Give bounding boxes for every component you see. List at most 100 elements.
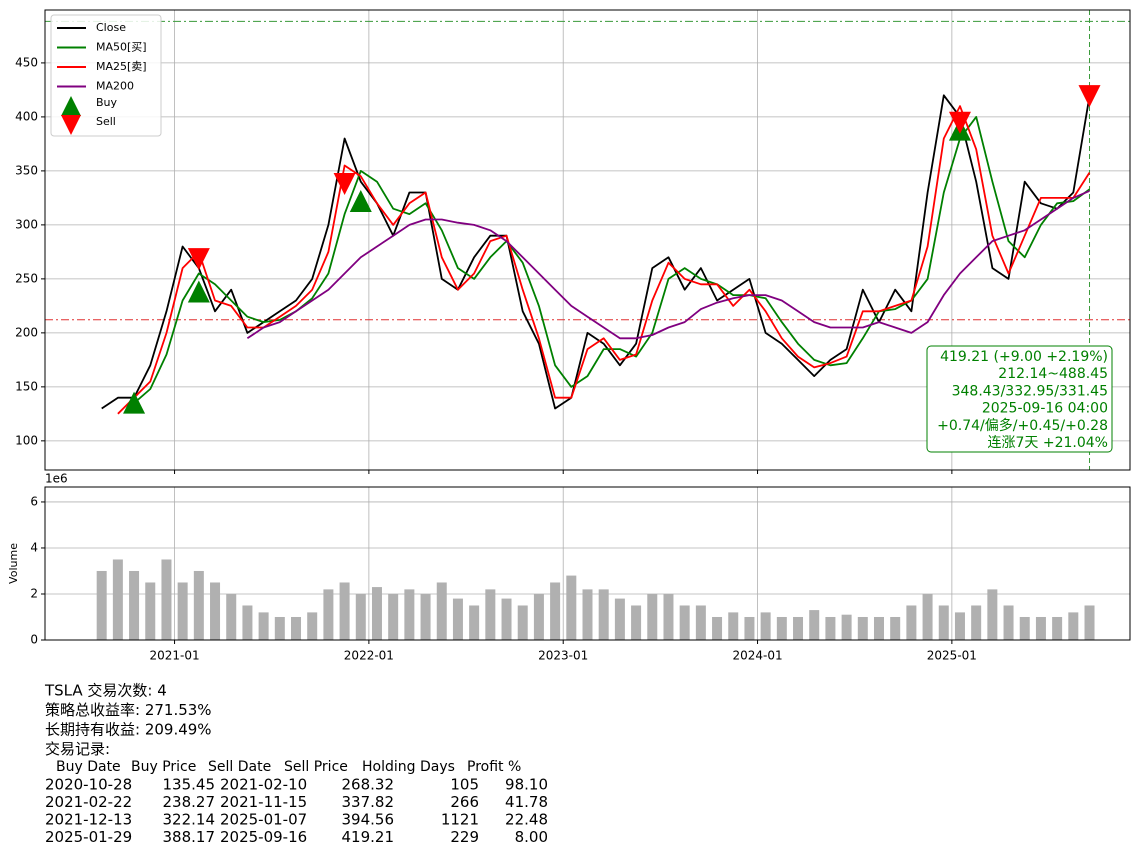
volume-bar (744, 616, 755, 640)
trade-marker (187, 280, 210, 303)
table-cell: 2021-12-13 (45, 811, 132, 829)
report-line: 策略总收益率: 271.53% (45, 701, 212, 719)
y-axis-label: Volume (7, 543, 20, 584)
volume-bar (339, 582, 350, 640)
table-cell: 2025-01-07 (220, 811, 307, 829)
y-tick-label: 400 (15, 109, 38, 123)
volume-bar (631, 605, 642, 640)
plot-frame (44, 486, 1131, 641)
table-header: Buy Price (131, 759, 196, 775)
volume-bar (501, 598, 512, 640)
table-cell: 388.17 (163, 828, 216, 846)
volume-bar (809, 610, 820, 640)
y-tick-label: 300 (15, 217, 38, 231)
volume-bar (857, 616, 868, 640)
volume-bar (890, 616, 901, 640)
volume-bar (987, 589, 998, 640)
table-cell: 22.48 (505, 811, 548, 829)
legend-swatch (61, 115, 81, 135)
volume-bar (96, 570, 107, 640)
y-tick-label: 100 (15, 433, 38, 447)
volume-bar (274, 616, 285, 640)
table-header: Sell Date (208, 759, 271, 775)
table-cell: 98.10 (505, 776, 548, 794)
volume-bar (598, 589, 609, 640)
legend-label: MA200 (96, 80, 134, 93)
report-line: TSLA 交易次数: 4 (44, 682, 167, 700)
volume-bar (582, 589, 593, 640)
volume-bar (436, 582, 447, 640)
y-tick-label: 6 (30, 494, 38, 508)
volume-bar (452, 598, 463, 640)
volume-bar (258, 612, 269, 640)
legend-label: Buy (96, 96, 118, 109)
trade-marker (187, 248, 210, 271)
table-cell: 268.32 (342, 776, 395, 794)
volume-bar (193, 570, 204, 640)
table-header: Buy Date (56, 759, 121, 775)
y-tick-label: 250 (15, 271, 38, 285)
table-cell: 337.82 (342, 793, 395, 811)
x-tick-label: 2022-01 (344, 649, 394, 663)
trade-marker (333, 173, 356, 196)
annotation-box (926, 345, 1113, 453)
table-header: Sell Price (284, 759, 348, 775)
volume-bar (161, 559, 172, 640)
volume-bar (307, 612, 318, 640)
volume-bar (922, 593, 933, 640)
series-line (246, 190, 1090, 340)
offset-label: 1e6 (45, 472, 68, 486)
volume-bar (566, 575, 577, 640)
volume-bar (841, 614, 852, 640)
volume-bar (938, 605, 949, 640)
volume-bar (242, 605, 253, 640)
table-cell: 394.56 (342, 811, 395, 829)
trade-marker (123, 391, 146, 414)
volume-bar (129, 570, 140, 640)
volume-bar (355, 593, 366, 640)
volume-bar (226, 593, 237, 640)
volume-bar (420, 593, 431, 640)
volume-bar (533, 593, 544, 640)
table-cell: 322.14 (163, 811, 216, 829)
volume-bar (728, 612, 739, 640)
y-tick-label: 200 (15, 325, 38, 339)
y-tick-label: 150 (15, 379, 38, 393)
table-cell: 2025-09-16 (220, 828, 307, 846)
y-tick-label: 0 (30, 633, 38, 647)
y-tick-label: 4 (30, 540, 38, 554)
legend-label: MA25[卖] (96, 60, 147, 73)
report-line: 长期持有收益: 209.49% (45, 721, 212, 739)
volume-bar (663, 593, 674, 640)
volume-bar (906, 605, 917, 640)
volume-bar (712, 616, 723, 640)
table-cell: 105 (450, 776, 479, 794)
volume-bar (1068, 612, 1079, 640)
table-cell: 1121 (441, 811, 479, 829)
table-cell: 229 (450, 828, 479, 846)
table-cell: 2021-02-22 (45, 793, 132, 811)
y-tick-label: 450 (15, 55, 38, 69)
trade-marker (349, 189, 372, 212)
y-tick-label: 2 (30, 586, 38, 600)
series-line (117, 105, 1091, 415)
volume-bar (679, 605, 690, 640)
table-cell: 2025-01-29 (45, 828, 132, 846)
table-cell: 266 (450, 793, 479, 811)
x-tick-label: 2024-01 (732, 649, 782, 663)
volume-bar (371, 587, 382, 640)
annotation-text: 212.14~488.45 (998, 366, 1108, 382)
trade-marker (948, 111, 971, 134)
volume-bar (971, 605, 982, 640)
series-line (101, 94, 1091, 410)
table-cell: 135.45 (163, 776, 216, 794)
table-cell: 2021-11-15 (220, 793, 307, 811)
volume-bar (825, 616, 836, 640)
volume-bar (517, 605, 528, 640)
volume-bar (954, 612, 965, 640)
table-cell: 41.78 (505, 793, 548, 811)
volume-bar (776, 616, 787, 640)
annotation-text: 348.43/332.95/331.45 (952, 383, 1108, 399)
table-cell: 8.00 (515, 828, 548, 846)
